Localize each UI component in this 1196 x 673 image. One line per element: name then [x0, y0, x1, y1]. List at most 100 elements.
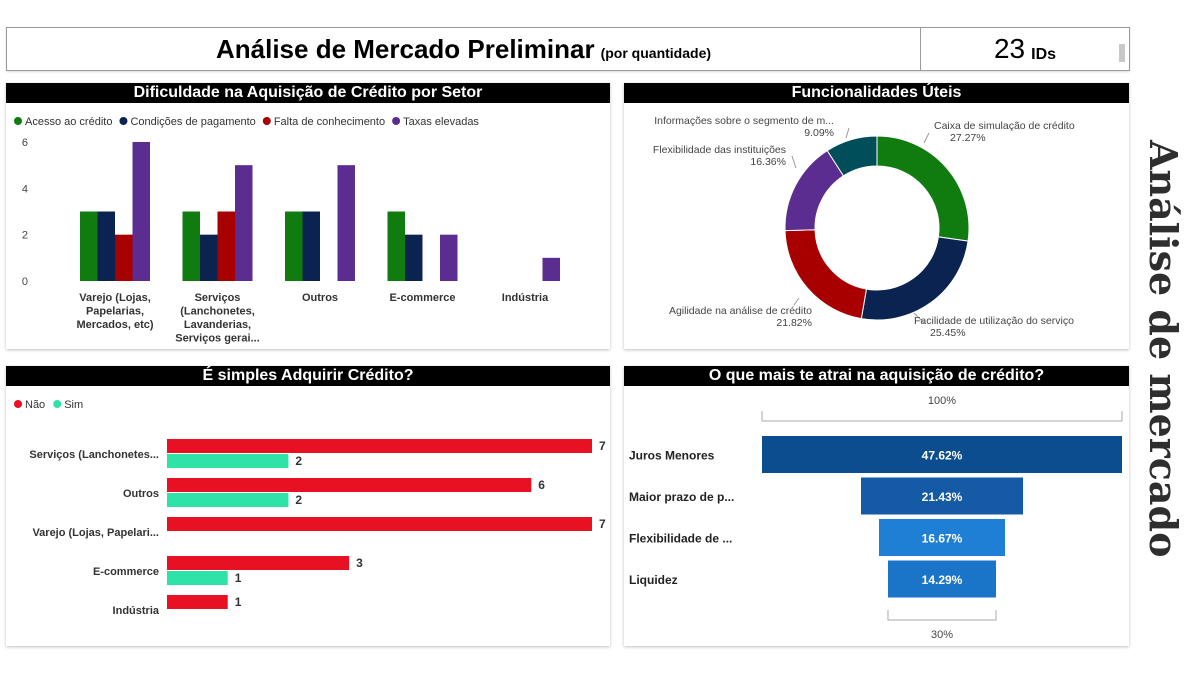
bar-value-1-1: 2 — [295, 493, 302, 507]
legend-label-3[interactable]: Taxas elevadas — [403, 116, 479, 128]
bar-0-1[interactable] — [97, 211, 116, 282]
y-tick-label-2: 4 — [22, 183, 28, 195]
y-category-label-1: Outros — [123, 488, 159, 500]
funnel-category-1: Maior prazo de p... — [629, 490, 734, 504]
credit-attraction-title: O que mais te atrai na aquisição de créd… — [624, 366, 1129, 386]
y-category-label-4: Indústria — [113, 605, 160, 617]
bar-1-0[interactable] — [182, 211, 201, 282]
x-tick-label-1-1: (Lanchonetes, — [180, 306, 255, 318]
legend-label-0[interactable]: Acesso ao crédito — [25, 116, 112, 128]
legend-label-1[interactable]: Condições de pagamento — [130, 116, 255, 128]
y-tick-label-0: 0 — [22, 276, 28, 288]
useful-features-title: Funcionalidades Úteis — [624, 83, 1129, 103]
funnel-value-1: 21.43% — [922, 490, 963, 504]
funnel-top-label: 100% — [928, 395, 956, 407]
funnel-category-0: Juros Menores — [629, 449, 715, 463]
bar-0-1[interactable] — [167, 454, 289, 468]
bar-1-3[interactable] — [235, 165, 253, 281]
funnel-bottom-label: 30% — [931, 629, 953, 641]
bar-1-0[interactable] — [167, 478, 532, 492]
funnel-top-bracket — [761, 411, 1123, 422]
slice-4[interactable] — [826, 135, 878, 177]
legend-marker-1[interactable] — [53, 400, 62, 408]
slice-label-4: Informações sobre o segmento de m... — [654, 115, 834, 127]
useful-features-panel: Funcionalidades Úteis Caixa de simulação… — [624, 83, 1129, 349]
scrollbar-thumb[interactable] — [1119, 44, 1125, 62]
leader-line-3 — [791, 155, 797, 169]
funnel-bar-3[interactable] — [887, 560, 997, 598]
bar-value-0-1: 2 — [295, 454, 302, 468]
legend-marker-0[interactable] — [14, 117, 22, 125]
bar-0-3[interactable] — [132, 142, 151, 281]
funnel-value-0: 47.62% — [922, 449, 963, 463]
funnel-bar-2[interactable] — [878, 519, 1006, 556]
bar-3-0[interactable] — [387, 211, 406, 282]
x-tick-label-4-0: Indústria — [502, 292, 549, 304]
leader-line-0 — [923, 132, 930, 144]
legend-marker-2[interactable] — [262, 117, 271, 125]
credit-difficulty-chart: Acesso ao crédito Condições de pagamento F… — [14, 116, 561, 345]
funnel-category-3: Liquidez — [629, 573, 678, 587]
bar-value-3-1: 1 — [235, 571, 242, 585]
slice-label-0: Caixa de simulação de crédito — [934, 120, 1075, 132]
bar-4-0[interactable] — [167, 595, 228, 609]
side-title: Análise de mercado — [1141, 140, 1186, 558]
funnel-category-2: Flexibilidade de ... — [629, 532, 732, 546]
bar-2-0[interactable] — [285, 211, 303, 282]
slice-label-1: Facilidade de utilização do serviço — [914, 315, 1074, 327]
y-category-label-3: E-commerce — [93, 566, 159, 578]
slice-1[interactable] — [860, 236, 969, 321]
slice-value-0: 27.27% — [950, 132, 986, 144]
leader-line-1 — [913, 312, 925, 324]
y-tick-label-1: 2 — [22, 230, 28, 242]
funnel-bar-1[interactable] — [860, 477, 1024, 515]
x-tick-label-3-0: E-commerce — [389, 292, 455, 304]
bar-value-2-0: 7 — [599, 517, 606, 531]
y-category-label-0: Serviços (Lanchonetes... — [29, 449, 159, 461]
bar-0-0[interactable] — [80, 211, 98, 282]
legend-label-1[interactable]: Sim — [64, 399, 83, 411]
bar-1-1[interactable] — [167, 493, 289, 507]
bar-1-2[interactable] — [217, 211, 236, 282]
legend-label-2[interactable]: Falta de conhecimento — [274, 116, 385, 128]
funnel-bottom-bracket — [887, 610, 997, 621]
bar-3-3[interactable] — [440, 234, 458, 281]
bar-0-2[interactable] — [115, 234, 133, 281]
simple-credit-title: É simples Adquirir Crédito? — [6, 366, 610, 386]
bar-2-0[interactable] — [167, 517, 592, 531]
credit-attraction-panel: O que mais te atrai na aquisição de créd… — [624, 366, 1129, 646]
legend-label-0[interactable]: Não — [25, 399, 45, 411]
bar-2-3[interactable] — [337, 165, 356, 281]
bar-value-0-0: 7 — [599, 439, 606, 453]
legend-marker-3[interactable] — [392, 117, 401, 125]
credit-difficulty-panel: Dificuldade na Aquisição de Crédito por … — [6, 83, 610, 349]
bar-3-0[interactable] — [167, 556, 350, 570]
page-subtitle: (por quantidade) — [600, 45, 712, 61]
bar-1-1[interactable] — [200, 234, 218, 281]
bar-3-1[interactable] — [405, 234, 423, 281]
funnel-value-2: 16.67% — [922, 532, 963, 546]
bar-0-0[interactable] — [167, 439, 592, 453]
credit-difficulty-title: Dificuldade na Aquisição de Crédito por … — [6, 83, 610, 103]
credit-attraction-funnel: 100% 47.62% Juros Menores 21.43% Maior prazo… — [629, 395, 1123, 641]
slice-label-2: Agilidade na análise de crédito — [669, 305, 812, 317]
simple-credit-panel: É simples Adquirir Crédito? Não Sim Serviç… — [6, 366, 610, 646]
y-tick-label-3: 6 — [22, 137, 28, 149]
slice-0[interactable] — [876, 135, 970, 242]
x-tick-label-0-2: Mercados, etc) — [76, 319, 153, 331]
simple-credit-chart: Não Sim Serviços (Lanchonetes... 7 2 Outros 6 2… — [14, 399, 606, 617]
page-title: Análise de Mercado Preliminar — [215, 33, 595, 64]
bar-value-4-0: 1 — [235, 595, 242, 609]
legend-marker-0[interactable] — [14, 400, 22, 408]
bar-4-3[interactable] — [542, 257, 561, 281]
funnel-bar-0[interactable] — [762, 436, 1122, 473]
y-category-label-2: Varejo (Lojas, Papelari... — [32, 527, 159, 539]
slice-value-1: 25.45% — [930, 327, 966, 339]
slice-label-3: Flexibilidade das instituições — [653, 144, 786, 156]
bar-3-1[interactable] — [167, 571, 228, 585]
legend-marker-1[interactable] — [119, 117, 128, 125]
header-title-cell: Análise de Mercado Preliminar (por quant… — [7, 28, 921, 70]
dashboard-header: Análise de Mercado Preliminar (por quant… — [6, 27, 1130, 71]
bar-2-1[interactable] — [302, 211, 321, 282]
